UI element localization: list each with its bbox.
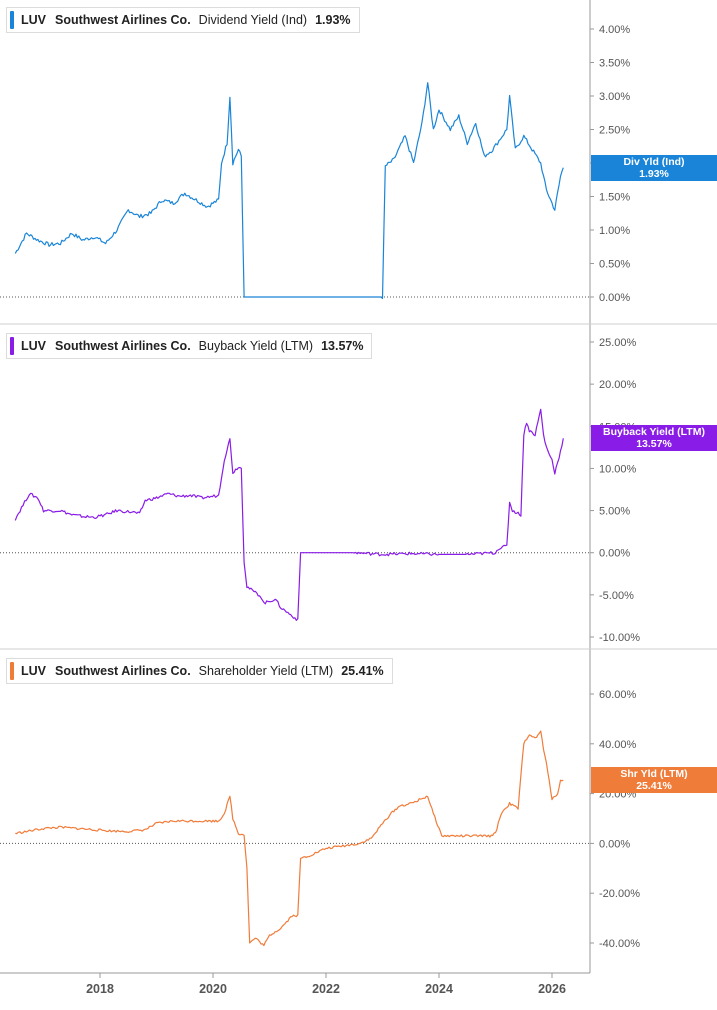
- y-tick-label: 0.00%: [599, 292, 630, 304]
- legend-company: Southwest Airlines Co.: [55, 664, 191, 678]
- y-tick-label: 1.50%: [599, 192, 630, 204]
- flag-dividend-yield: Div Yld (Ind) 1.93%: [591, 155, 717, 181]
- series-line-dividend: [14, 82, 564, 300]
- legend-company: Southwest Airlines Co.: [55, 13, 191, 27]
- legend-value: 25.41%: [341, 664, 384, 678]
- legend-value: 13.57%: [321, 339, 364, 353]
- flag-value: 13.57%: [636, 438, 672, 450]
- x-tick-label: 2026: [538, 982, 566, 996]
- y-tick-label: -20.00%: [599, 888, 640, 900]
- y-tick-label: 40.00%: [599, 739, 637, 751]
- legend-ticker: LUV: [21, 339, 46, 353]
- y-tick-label: -5.00%: [599, 590, 634, 602]
- flag-value: 1.93%: [639, 168, 669, 180]
- y-tick-label: 3.50%: [599, 58, 630, 70]
- flag-label: Buyback Yield (LTM): [603, 426, 705, 438]
- y-tick-label: 25.00%: [599, 337, 637, 349]
- legend-company: Southwest Airlines Co.: [55, 339, 191, 353]
- dividend-color-swatch: [10, 11, 14, 29]
- legend-dividend-yield[interactable]: LUV Southwest Airlines Co. Dividend Yiel…: [6, 7, 360, 33]
- legend-ticker: LUV: [21, 13, 46, 27]
- flag-label: Div Yld (Ind): [623, 156, 685, 168]
- flag-buyback-yield: Buyback Yield (LTM) 13.57%: [591, 425, 717, 451]
- legend-metric: Dividend Yield (Ind): [198, 13, 308, 27]
- legend-buyback-yield[interactable]: LUV Southwest Airlines Co. Buyback Yield…: [6, 333, 373, 359]
- y-tick-label: 60.00%: [599, 689, 637, 701]
- x-tick-label: 2018: [86, 982, 114, 996]
- legend-shareholder-yield[interactable]: LUV Southwest Airlines Co. Shareholder Y…: [6, 658, 393, 684]
- y-tick-label: 0.00%: [599, 838, 630, 850]
- x-tick-label: 2020: [199, 982, 227, 996]
- y-tick-label: 10.00%: [599, 463, 637, 475]
- series-line-buyback: [14, 408, 564, 621]
- flag-label: Shr Yld (LTM): [620, 768, 688, 780]
- legend-value: 1.93%: [315, 13, 351, 27]
- x-tick-label: 2024: [425, 982, 453, 996]
- y-tick-label: 1.00%: [599, 225, 630, 237]
- x-tick-label: 2022: [312, 982, 340, 996]
- y-tick-label: 20.00%: [599, 379, 637, 391]
- series-line-shareholder: [15, 730, 564, 947]
- flag-shareholder-yield: Shr Yld (LTM) 25.41%: [591, 767, 717, 793]
- legend-ticker: LUV: [21, 664, 46, 678]
- legend-metric: Buyback Yield (LTM): [198, 339, 314, 353]
- y-tick-label: 4.00%: [599, 24, 630, 36]
- buyback-color-swatch: [10, 337, 14, 355]
- y-tick-label: -10.00%: [599, 632, 640, 644]
- y-tick-label: 5.00%: [599, 506, 630, 518]
- flag-value: 25.41%: [636, 780, 672, 792]
- legend-metric: Shareholder Yield (LTM): [198, 664, 334, 678]
- y-tick-label: 3.00%: [599, 91, 630, 103]
- shareholder-color-swatch: [10, 662, 14, 680]
- y-tick-label: 2.50%: [599, 125, 630, 137]
- y-tick-label: 0.00%: [599, 548, 630, 560]
- y-tick-label: -40.00%: [599, 938, 640, 950]
- y-tick-label: 0.50%: [599, 259, 630, 271]
